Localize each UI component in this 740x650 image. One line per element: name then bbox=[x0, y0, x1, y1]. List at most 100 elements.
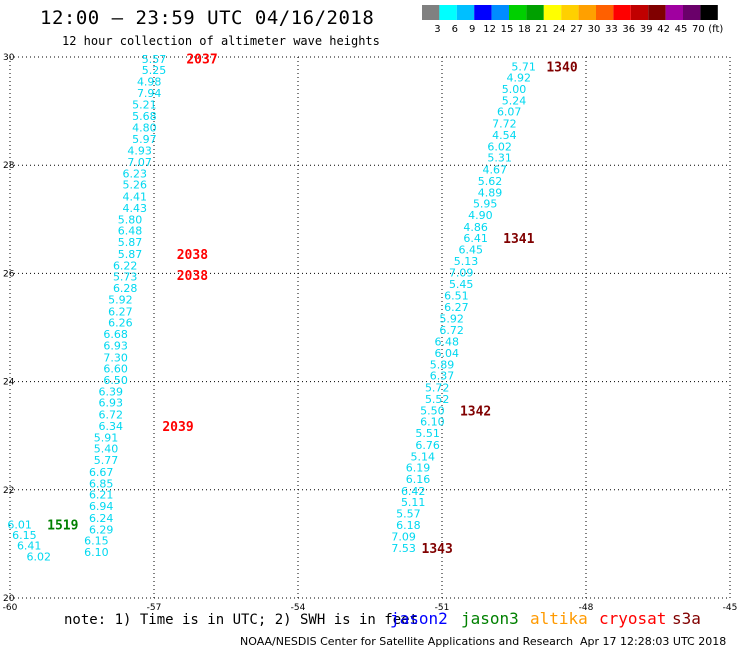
color-scale-label: 15 bbox=[501, 24, 514, 35]
wave-height-value: 5.92 bbox=[108, 293, 133, 306]
wave-height-value: 5.91 bbox=[94, 431, 119, 444]
color-swatch bbox=[700, 5, 718, 20]
wave-height-value: 5.87 bbox=[118, 248, 143, 261]
wave-height-value: 6.28 bbox=[113, 282, 138, 295]
color-scale-label: 70 bbox=[692, 24, 705, 35]
wave-height-value: 5.51 bbox=[415, 427, 440, 440]
wave-height-value: 5.13 bbox=[454, 255, 479, 268]
wave-height-value: 6.76 bbox=[415, 439, 440, 452]
wave-height-value: 5.77 bbox=[94, 454, 119, 467]
wave-height-value: 7.07 bbox=[127, 156, 152, 169]
wave-height-value: 7.09 bbox=[449, 266, 474, 279]
color-swatch bbox=[596, 5, 614, 20]
footer-credit: NOAA/NESDIS Center for Satellite Applica… bbox=[240, 635, 574, 648]
wave-height-value: 6.45 bbox=[459, 244, 484, 257]
wave-height-value: 6.93 bbox=[103, 339, 128, 352]
color-scale-label: 3 bbox=[434, 24, 440, 35]
color-swatch bbox=[648, 5, 666, 20]
wave-height-value: 4.80 bbox=[132, 121, 157, 134]
color-swatch bbox=[456, 5, 475, 20]
wave-height-value: 6.24 bbox=[89, 512, 114, 525]
color-swatch bbox=[630, 5, 649, 20]
wave-height-value: 5.26 bbox=[123, 179, 148, 192]
wave-height-value: 5.31 bbox=[487, 152, 512, 165]
color-swatch bbox=[665, 5, 683, 20]
color-scale-label: 24 bbox=[553, 24, 566, 35]
wave-height-value: 4.86 bbox=[463, 221, 488, 234]
color-swatch bbox=[683, 5, 701, 20]
wave-height-value: 6.19 bbox=[406, 462, 431, 475]
legend-cryosat: cryosat bbox=[599, 609, 667, 628]
x-tick-label: -48 bbox=[579, 603, 594, 613]
pass-time-label: 1340 bbox=[546, 61, 577, 76]
wave-height-value: 7.94 bbox=[137, 87, 162, 100]
wave-height-value: 5.95 bbox=[473, 198, 498, 211]
color-scale-label: 39 bbox=[640, 24, 653, 35]
wave-height-value: 4.41 bbox=[123, 191, 148, 204]
wave-height-value: 5.73 bbox=[113, 271, 138, 284]
legend-jason3: jason3 bbox=[461, 609, 519, 628]
wave-height-value: 5.80 bbox=[118, 213, 143, 226]
wave-height-value: 6.21 bbox=[89, 489, 114, 502]
wave-height-value: 4.43 bbox=[123, 202, 148, 215]
y-tick-label: 26 bbox=[3, 269, 15, 279]
color-scale-label: 12 bbox=[483, 24, 496, 35]
pass-time-label: 1342 bbox=[460, 404, 491, 419]
wave-height-value: 6.37 bbox=[430, 370, 455, 383]
wave-height-value: 5.87 bbox=[118, 236, 143, 249]
wave-height-value: 4.89 bbox=[478, 186, 503, 199]
color-swatch bbox=[439, 5, 457, 20]
color-scale-label: (ft) bbox=[708, 24, 723, 35]
color-swatch bbox=[561, 5, 579, 20]
wave-height-value: 6.10 bbox=[84, 546, 109, 559]
wave-height-value: 6.23 bbox=[123, 167, 148, 180]
color-swatch bbox=[578, 5, 596, 20]
color-scale-label: 45 bbox=[675, 24, 688, 35]
wave-height-value: 6.26 bbox=[108, 317, 133, 330]
wave-height-value: 4.98 bbox=[137, 75, 162, 88]
wave-height-value: 6.50 bbox=[103, 374, 128, 387]
wave-height-value: 7.53 bbox=[391, 542, 416, 555]
note-text: note: 1) Time is in UTC; 2) SWH is in fe… bbox=[64, 612, 419, 628]
x-tick-label: -45 bbox=[723, 603, 738, 613]
x-tick-label: -51 bbox=[435, 603, 450, 613]
pass-time-label: 1519 bbox=[47, 518, 78, 533]
wave-height-value: 6.02 bbox=[27, 550, 52, 563]
wave-height-value: 6.10 bbox=[420, 416, 445, 429]
wave-height-value: 6.94 bbox=[89, 500, 114, 513]
color-scale-label: 30 bbox=[588, 24, 601, 35]
wave-height-value: 5.89 bbox=[430, 358, 455, 371]
legend-s3a: s3a bbox=[672, 609, 701, 628]
wave-height-value: 4.92 bbox=[507, 72, 532, 85]
wave-height-value: 5.97 bbox=[132, 133, 157, 146]
wave-height-value: 5.71 bbox=[511, 61, 536, 74]
color-swatch bbox=[613, 5, 631, 20]
wave-height-value: 6.41 bbox=[463, 232, 488, 245]
wave-height-value: 5.14 bbox=[411, 450, 436, 463]
chart-title: 12:00 – 23:59 UTC 04/16/2018 bbox=[40, 7, 375, 29]
wave-height-value: 5.00 bbox=[502, 83, 527, 96]
y-tick-label: 30 bbox=[3, 53, 15, 63]
wave-height-value: 6.18 bbox=[396, 519, 421, 532]
wave-height-value: 5.72 bbox=[425, 382, 450, 395]
color-swatch bbox=[543, 5, 562, 20]
wave-height-value: 6.01 bbox=[7, 518, 32, 531]
wave-height-value: 6.29 bbox=[89, 523, 114, 536]
wave-height-value: 6.60 bbox=[103, 363, 128, 376]
wave-height-value: 6.39 bbox=[99, 385, 124, 398]
wave-height-value: 6.22 bbox=[113, 259, 138, 272]
wave-height-value: 4.67 bbox=[483, 164, 508, 177]
color-scale-label: 21 bbox=[535, 24, 548, 35]
x-tick-label: -57 bbox=[147, 603, 162, 613]
x-tick-label: -60 bbox=[3, 603, 18, 613]
color-scale-label: 27 bbox=[570, 24, 583, 35]
color-swatch bbox=[526, 5, 544, 20]
pass-time-label: 2038 bbox=[177, 269, 208, 284]
color-scale-label: 42 bbox=[657, 24, 670, 35]
pass-time-label: 2038 bbox=[177, 248, 208, 263]
color-swatch bbox=[422, 5, 440, 20]
pass-time-label: 2037 bbox=[186, 53, 217, 68]
wave-height-value: 5.24 bbox=[502, 94, 527, 107]
pass-time-label: 1341 bbox=[503, 232, 534, 247]
wave-height-value: 5.68 bbox=[132, 110, 157, 123]
